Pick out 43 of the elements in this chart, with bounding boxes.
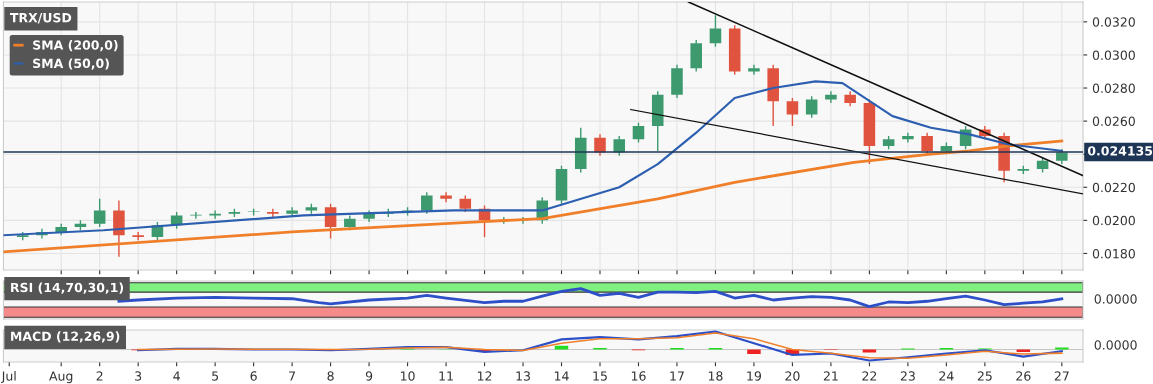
x-tick-label: 10	[400, 371, 415, 381]
y-tick-label: 0.0220	[1092, 182, 1135, 193]
ref-line-label: 0.024135	[1087, 146, 1153, 156]
chart-title: RSI (14,70,30,1)	[11, 282, 124, 294]
x-tick-label: 19	[747, 371, 762, 381]
x-tick-label: 25	[977, 371, 992, 381]
x-tick-label: 24	[939, 371, 954, 381]
x-tick-label: 27	[1054, 371, 1069, 381]
y-tick-label: 0.0180	[1092, 248, 1135, 259]
text: 0.0000	[1094, 340, 1137, 350]
x-tick-label: 8	[327, 371, 334, 381]
x-tick-label: 13	[516, 371, 530, 381]
x-tick-label: 16	[631, 371, 646, 381]
legend-label: SMA (50,0)	[33, 58, 109, 70]
y-tick-label: 0.0300	[1092, 50, 1135, 60]
legend-label: SMA (200,0)	[33, 40, 118, 52]
x-tick-label: 12	[477, 371, 492, 381]
x-tick-label: 21	[823, 371, 838, 381]
x-tick-label: 17	[670, 371, 684, 381]
x-tick-label: 6	[250, 371, 257, 381]
x-tick-label: 22	[862, 371, 877, 381]
x-tick-label: 3	[135, 371, 142, 381]
x-tick-label: 7	[289, 371, 296, 381]
x-tick-label: Jul	[1, 371, 16, 384]
x-tick-label: 14	[554, 371, 569, 381]
x-tick-label: Aug	[49, 371, 73, 384]
x-tick-label: 5	[212, 371, 219, 381]
text: TRX/USD	[10, 12, 72, 24]
x-tick-label: 20	[785, 371, 800, 381]
x-tick-label: 26	[1016, 371, 1031, 381]
chart-title: MACD (12,26,9)	[11, 331, 120, 343]
x-tick-label: 23	[900, 371, 915, 381]
y-tick-label: 0.0280	[1092, 83, 1135, 93]
x-tick-label: 4	[173, 371, 180, 381]
x-tick-label: 11	[439, 371, 453, 381]
y-tick-label: 0.0260	[1092, 116, 1135, 127]
y-tick-label: 0.0320	[1092, 17, 1135, 27]
text: 0.0000	[1094, 294, 1137, 304]
x-tick-label: 18	[708, 371, 723, 381]
x-tick-label: 2	[96, 371, 103, 381]
x-tick-label: 9	[365, 371, 373, 381]
y-tick-label: 0.0200	[1092, 215, 1135, 226]
x-tick-label: 15	[593, 371, 607, 381]
